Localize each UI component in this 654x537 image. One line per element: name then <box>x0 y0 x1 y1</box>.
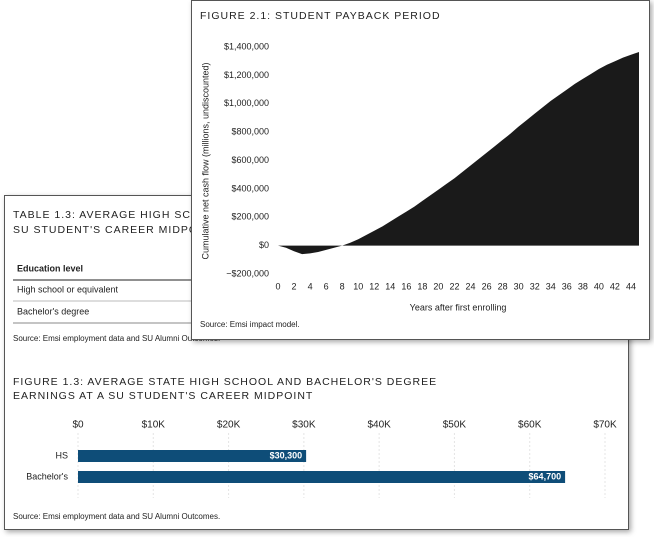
y-tick-label: $200,000 <box>231 212 269 222</box>
x-tick-label: 34 <box>546 281 556 291</box>
x-tick-label: 14 <box>385 281 395 291</box>
x-tick-label: 20 <box>433 281 443 291</box>
x-tick-label: $50K <box>443 420 467 431</box>
category-label: HS <box>55 450 68 460</box>
x-tick-label: 2 <box>292 281 297 291</box>
bar <box>78 471 566 483</box>
chart-title: FIGURE 1.3: AVERAGE STATE HIGH SCHOOL AN… <box>13 376 437 388</box>
y-tick-label: $800,000 <box>231 127 269 137</box>
value-label: $64,700 <box>529 471 562 481</box>
x-tick-label: 32 <box>530 281 540 291</box>
x-tick-label: 0 <box>275 281 280 291</box>
x-tick-label: $70K <box>593 420 617 431</box>
source: Source: Emsi employment data and SU Alum… <box>13 512 220 521</box>
x-tick-label: 16 <box>401 281 411 291</box>
x-tick-label: 4 <box>308 281 313 291</box>
x-tick-label: 24 <box>466 281 476 291</box>
y-tick-label: $0 <box>259 240 269 250</box>
y-tick-label: $1,400,000 <box>224 41 269 51</box>
table-title: TABLE 1.3: AVERAGE HIGH SCHO <box>13 209 209 221</box>
x-tick-label: 6 <box>324 281 329 291</box>
x-tick-label: 44 <box>626 281 636 291</box>
x-tick-label: $30K <box>292 420 316 431</box>
x-tick-label: $40K <box>367 420 391 431</box>
x-tick-label: 10 <box>353 281 363 291</box>
x-tick-label: 18 <box>417 281 427 291</box>
y-tick-label: $400,000 <box>231 183 269 193</box>
y-tick-label: $1,200,000 <box>224 70 269 80</box>
x-tick-label: $20K <box>217 420 241 431</box>
value-label: $30,300 <box>270 450 303 460</box>
x-tick-label: $10K <box>142 420 166 431</box>
x-tick-label: 38 <box>578 281 588 291</box>
chart-title: EARNINGS AT A SU STUDENT'S CAREER MIDPOI… <box>13 390 313 402</box>
x-tick-label: $60K <box>518 420 542 431</box>
y-tick-label: $1,000,000 <box>224 98 269 108</box>
x-tick-label: 40 <box>594 281 604 291</box>
x-tick-label: 22 <box>449 281 459 291</box>
x-tick-label: 28 <box>498 281 508 291</box>
front-panel: FIGURE 2.1: STUDENT PAYBACK PERIOD Cumul… <box>191 0 650 340</box>
x-tick-label: $0 <box>72 420 84 431</box>
front-svg: FIGURE 2.1: STUDENT PAYBACK PERIOD Cumul… <box>200 10 639 329</box>
table-header: Education level <box>17 263 83 273</box>
x-tick-label: 42 <box>610 281 620 291</box>
source: Source: Emsi employment data and SU Alum… <box>13 334 220 343</box>
table-cell: High school or equivalent <box>17 284 119 294</box>
x-tick-label: 12 <box>369 281 379 291</box>
y-axis-label: Cumulative net cash flow (millions, undi… <box>200 62 210 259</box>
x-tick-label: 26 <box>482 281 492 291</box>
y-tick-label: −$200,000 <box>226 268 269 278</box>
x-tick-label: 36 <box>562 281 572 291</box>
y-tick-label: $600,000 <box>231 155 269 165</box>
table-title: SU STUDENT'S CAREER MIDPOINT <box>13 224 218 236</box>
x-tick-label: 30 <box>514 281 524 291</box>
x-axis-label: Years after first enrolling <box>410 302 507 312</box>
chart-title: FIGURE 2.1: STUDENT PAYBACK PERIOD <box>200 10 441 22</box>
bar <box>78 450 307 462</box>
x-tick-label: 8 <box>340 281 345 291</box>
table-cell: Bachelor's degree <box>17 306 89 316</box>
source: Source: Emsi impact model. <box>200 320 300 329</box>
category-label: Bachelor's <box>26 471 68 481</box>
area <box>278 51 639 255</box>
